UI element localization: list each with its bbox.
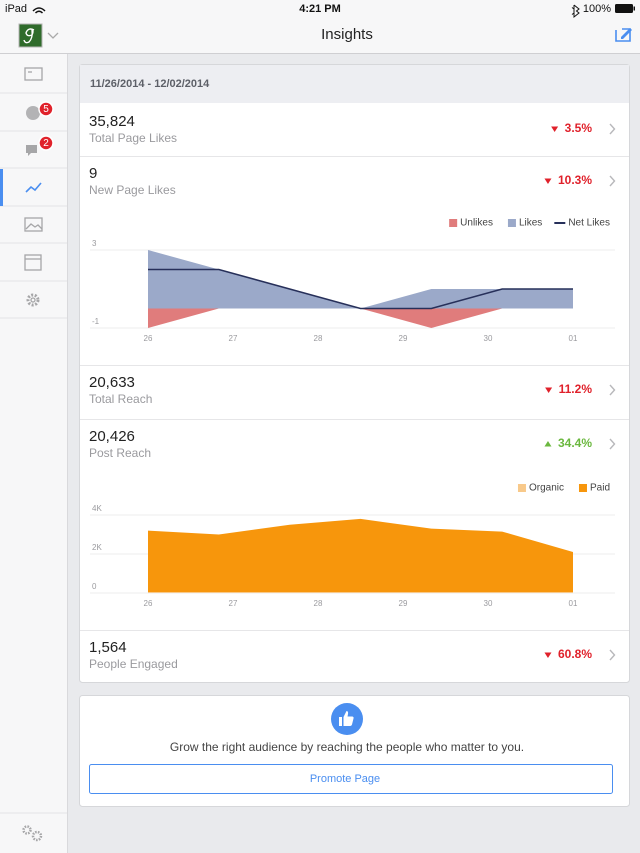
battery-icon (615, 4, 633, 13)
y-tick-label: 2K (92, 543, 102, 552)
metric-value: 1,564 (89, 639, 127, 656)
metric-value: 20,426 (89, 428, 135, 445)
sidebar-dividers (0, 92, 67, 814)
app-settings[interactable] (22, 825, 43, 842)
legend-swatch (517, 484, 526, 492)
x-tick-label: 01 (569, 599, 578, 608)
area (148, 592, 573, 593)
legend-swatch (578, 484, 587, 492)
y-tick-label: 4K (92, 504, 102, 513)
nav-photos[interactable] (24, 217, 43, 232)
row-chevron (609, 123, 616, 135)
y-tick-label: 0 (92, 582, 97, 591)
badge-count: 5 (43, 104, 49, 115)
badge (38, 135, 54, 151)
change-arrow (544, 441, 552, 447)
thumb (339, 711, 354, 726)
row-chevron (609, 649, 616, 661)
legend-swatch (449, 219, 458, 227)
row-chevron (609, 438, 616, 450)
promo-text: Grow the right audience by reaching the … (170, 740, 524, 754)
metric-label: Post Reach (89, 446, 151, 460)
metric-value: 35,824 (89, 113, 135, 130)
nav-page[interactable] (24, 67, 43, 81)
insights-card (79, 64, 630, 683)
x-tick-label: 30 (484, 599, 493, 608)
area (148, 308, 573, 328)
y-tick-label: 3 (92, 239, 97, 248)
change-arrow (544, 652, 552, 658)
edit-button[interactable] (615, 28, 632, 42)
x-tick-label: 27 (229, 599, 238, 608)
sidebar (0, 54, 67, 853)
change-arrow (545, 387, 553, 393)
carrier: iPad (5, 3, 27, 15)
row-chevron (609, 384, 616, 396)
x-tick-label: 28 (314, 599, 323, 608)
nav-events[interactable] (24, 254, 42, 271)
x-tick-label: 26 (144, 334, 153, 343)
promote-button[interactable] (89, 764, 613, 794)
metric-change: 10.3% (558, 173, 592, 187)
nav-settings[interactable] (26, 293, 40, 307)
wifi-icon (32, 7, 46, 14)
area (148, 250, 573, 309)
net-line (148, 268, 573, 310)
battery-tip (633, 6, 635, 11)
nav-notifications[interactable] (26, 106, 40, 120)
metric-label: New Page Likes (89, 183, 176, 197)
clock: 4:21 PM (299, 3, 341, 15)
x-tick-label: 28 (314, 334, 323, 343)
area (148, 518, 573, 593)
metric-label: People Engaged (89, 657, 178, 671)
legend-label: Organic (529, 483, 564, 494)
date-range: 11/26/2014 - 12/02/2014 (90, 78, 210, 90)
nav-messages[interactable] (26, 145, 37, 156)
active-indicator (0, 169, 3, 206)
nav-title: Insights (321, 26, 373, 43)
metric-value: 9 (89, 165, 97, 182)
legend-swatch (507, 219, 516, 227)
metric-value: 20,633 (89, 374, 135, 391)
metric-change: 3.5% (565, 121, 593, 135)
row-chevron (609, 175, 616, 187)
battery-level: 100% (583, 3, 611, 15)
x-tick-label: 30 (484, 334, 493, 343)
metric-label: Total Reach (89, 392, 152, 406)
change-arrow (544, 178, 552, 184)
promote-button-label[interactable]: Promote Page (310, 773, 380, 785)
metric-label: Total Page Likes (89, 131, 177, 145)
badge (38, 101, 54, 117)
bluetooth-icon (571, 4, 580, 19)
change-arrow (551, 126, 559, 132)
x-tick-label: 29 (399, 334, 408, 343)
legend-label: Paid (590, 483, 610, 494)
metric-change: 60.8% (558, 647, 592, 661)
date-header (80, 65, 629, 103)
legend-label: Likes (519, 218, 542, 229)
x-tick-label: 01 (569, 334, 578, 343)
badge-count: 2 (43, 138, 49, 149)
legend-label: Net Likes (568, 218, 610, 229)
y-tick-label: -1 (92, 317, 100, 326)
metric-change: 11.2% (559, 382, 593, 396)
x-tick-label: 29 (399, 599, 408, 608)
x-tick-label: 27 (229, 334, 238, 343)
metric-change: 34.4% (558, 436, 592, 450)
x-tick-label: 26 (144, 599, 153, 608)
nav-insights[interactable] (25, 182, 42, 193)
legend-label: Unlikes (460, 218, 493, 229)
top-bar (0, 0, 640, 53)
page-switcher[interactable] (18, 23, 59, 48)
